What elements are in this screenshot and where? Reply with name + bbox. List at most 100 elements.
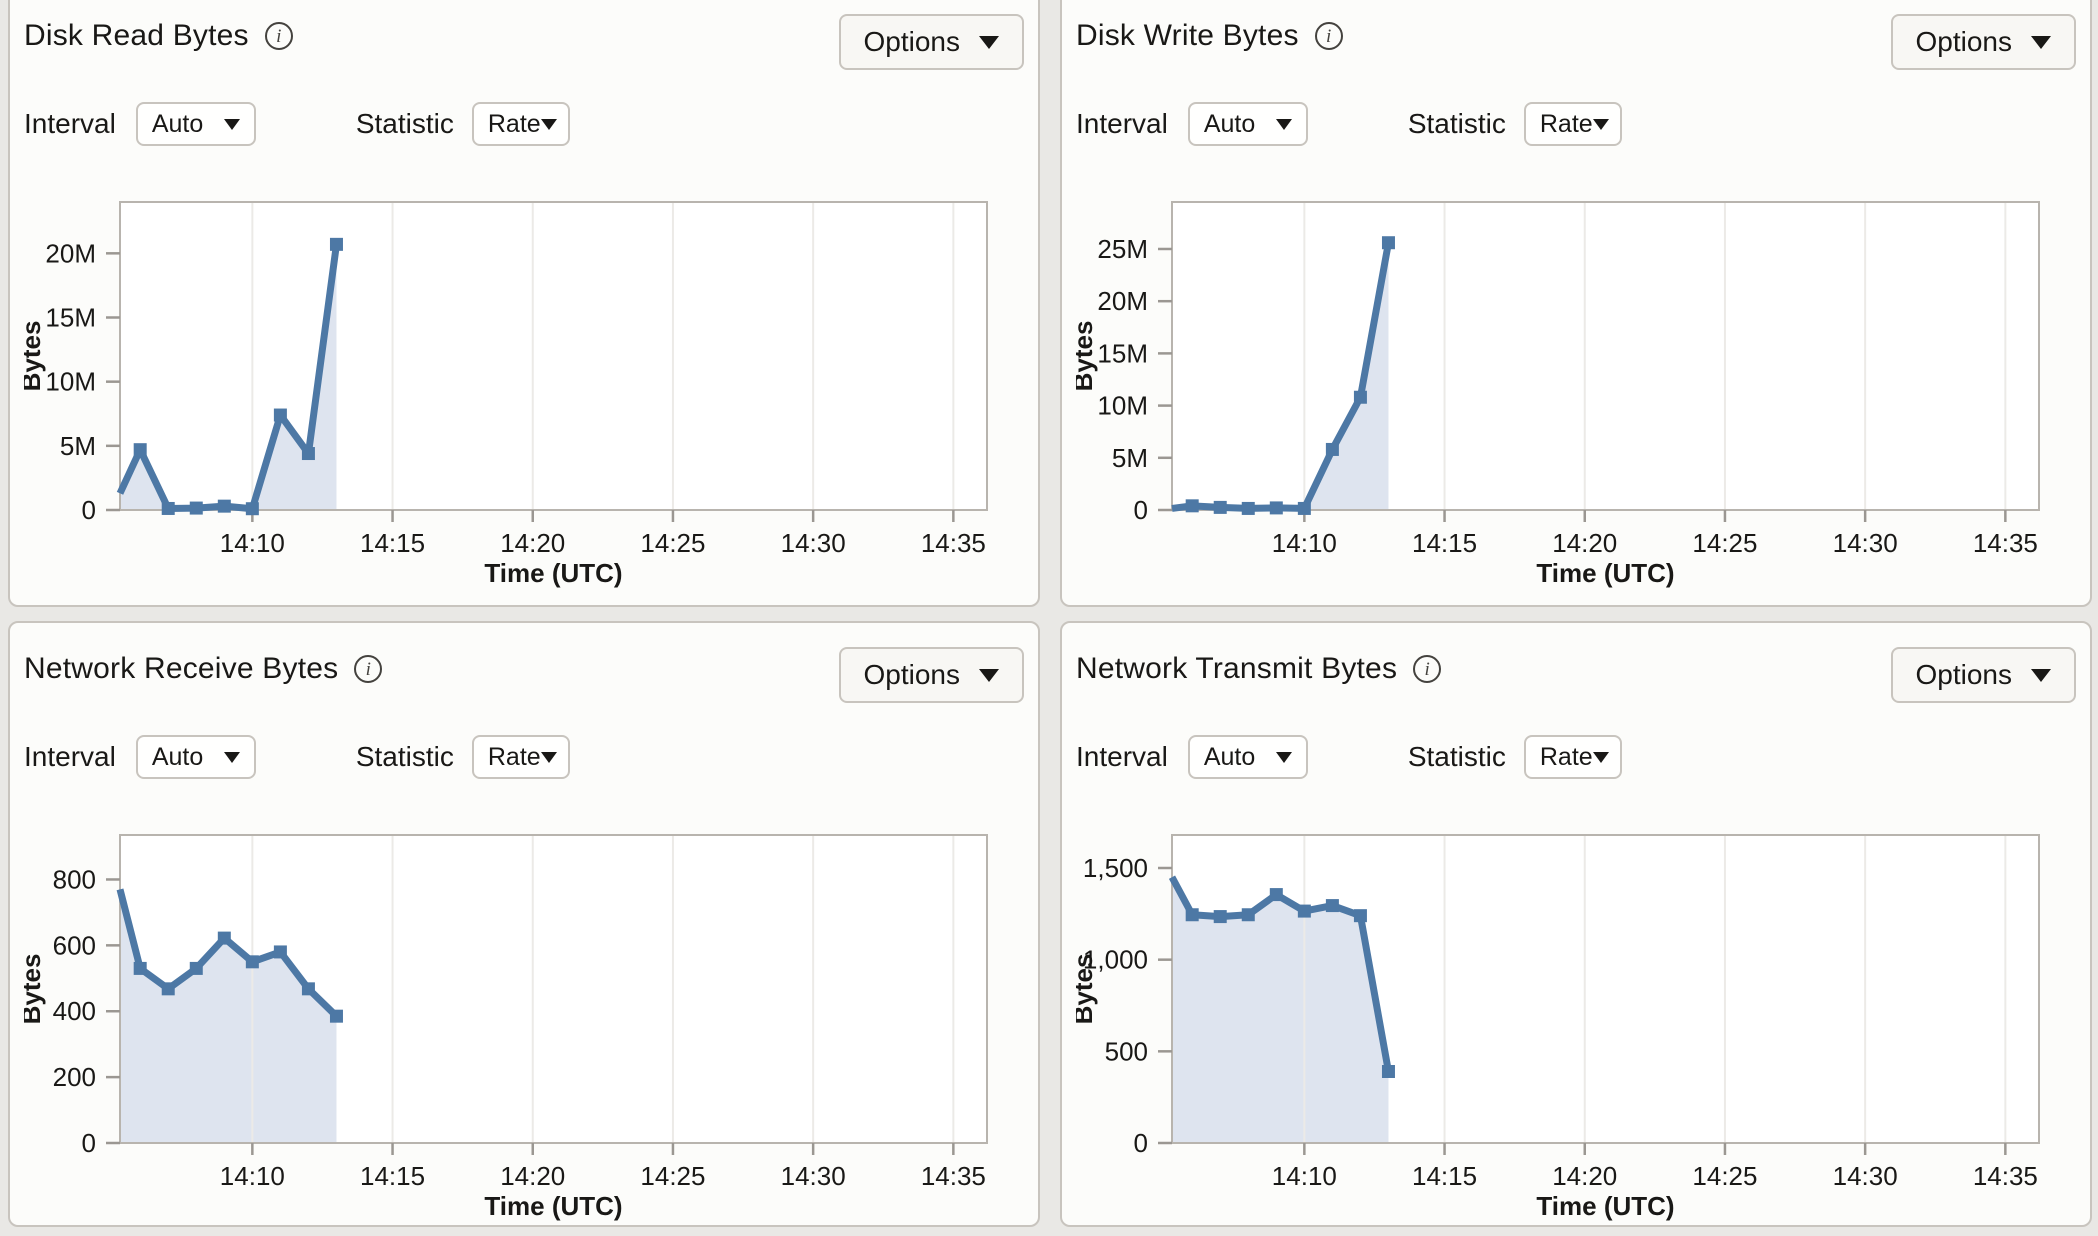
info-icon-glyph: i	[365, 658, 371, 680]
interval-value: Auto	[1203, 742, 1256, 771]
data-point-marker	[1353, 390, 1367, 404]
interval-label: Interval	[24, 108, 116, 139]
caret-down-icon	[2031, 668, 2051, 682]
plot-frame	[1171, 201, 2040, 511]
plot-background	[120, 202, 987, 510]
interval-dropdown[interactable]: Auto	[1187, 735, 1308, 779]
options-button[interactable]: Options	[838, 14, 1024, 70]
y-tick-label: 5M	[60, 431, 96, 461]
statistic-dropdown[interactable]: Rate	[1523, 735, 1622, 779]
disk-write-bytes-chart[interactable]: 0 5M 10M 15M 20M 25M 14:10 14:15 14:20 14:25 14:30…	[1076, 162, 2076, 592]
network-receive-bytes-chart[interactable]: 0 200 400 600 800 14:10 14:15 14:20 14:25 14:30 14…	[24, 795, 1024, 1225]
statistic-label: Statistic	[1407, 741, 1506, 772]
x-tick-label: 14:10	[220, 1161, 285, 1191]
options-button-label: Options	[1915, 659, 2013, 690]
caret-down-icon	[223, 118, 240, 130]
metrics-dashboard: Disk Read Bytes i Options Interval Auto …	[8, 0, 2092, 1227]
y-tick-label: 400	[53, 996, 96, 1026]
data-point-marker	[189, 961, 203, 975]
chart-controls: Interval Auto Statistic Rate	[24, 102, 1024, 146]
y-tick-label: 600	[53, 930, 96, 960]
info-icon-glyph: i	[1326, 25, 1332, 47]
data-point-marker	[245, 955, 259, 969]
data-point-marker	[301, 447, 315, 461]
x-tick-label: 14:35	[921, 528, 986, 558]
options-button-label: Options	[863, 26, 961, 57]
statistic-label: Statistic	[355, 741, 454, 772]
caret-down-icon	[223, 751, 240, 763]
interval-value: Auto	[151, 109, 204, 138]
x-tick-label: 14:30	[1833, 1161, 1898, 1191]
options-button[interactable]: Options	[1890, 14, 2076, 70]
caret-down-icon	[979, 35, 999, 49]
x-tick-label: 14:10	[1272, 528, 1337, 558]
data-point-marker	[1213, 500, 1227, 514]
x-tick-label: 14:20	[500, 528, 565, 558]
info-icon[interactable]: i	[1413, 655, 1442, 683]
x-tick-label: 14:35	[1973, 528, 2038, 558]
x-tick-label: 14:35	[921, 1161, 986, 1191]
statistic-dropdown[interactable]: Rate	[1523, 102, 1622, 146]
interval-dropdown[interactable]: Auto	[135, 735, 256, 779]
statistic-label: Statistic	[355, 108, 454, 139]
interval-label: Interval	[1076, 741, 1168, 772]
data-point-marker	[329, 237, 343, 251]
interval-label: Interval	[1076, 108, 1168, 139]
data-point-marker	[189, 501, 203, 515]
x-tick-label: 14:25	[640, 528, 705, 558]
x-tick-label: 14:15	[360, 528, 425, 558]
y-tick-label: 15M	[45, 303, 96, 333]
x-tick-label: 14:25	[1692, 528, 1757, 558]
x-tick-label: 14:25	[640, 1161, 705, 1191]
panel-title: Disk Write Bytes	[1076, 19, 1299, 52]
options-button-label: Options	[863, 659, 961, 690]
interval-value: Auto	[1203, 109, 1256, 138]
data-point-marker	[217, 499, 231, 513]
metric-panel-network-receive-bytes: Network Receive Bytes i Options Interval…	[8, 621, 1040, 1227]
y-tick-label: 0	[1134, 495, 1148, 525]
interval-dropdown[interactable]: Auto	[1187, 102, 1308, 146]
y-tick-label: 200	[53, 1062, 96, 1092]
metric-panel-disk-write-bytes: Disk Write Bytes i Options Interval Auto…	[1060, 0, 2092, 607]
panel-title: Network Transmit Bytes	[1076, 652, 1398, 685]
data-point-marker	[1213, 910, 1227, 924]
data-point-marker	[245, 502, 259, 516]
x-tick-label: 14:20	[1552, 528, 1617, 558]
interval-value: Auto	[151, 742, 204, 771]
panel-header: Disk Write Bytes i Options	[1076, 14, 2076, 70]
options-button[interactable]: Options	[1890, 647, 2076, 703]
chart-controls: Interval Auto Statistic Rate	[24, 735, 1024, 779]
network-transmit-bytes-chart[interactable]: 0 500 1,000 1,500 14:10 14:15 14:20 14:25 14:30 1…	[1076, 795, 2076, 1225]
y-axis-label: Bytes	[1076, 321, 1098, 392]
options-button[interactable]: Options	[838, 647, 1024, 703]
metric-panel-disk-read-bytes: Disk Read Bytes i Options Interval Auto …	[8, 0, 1040, 607]
statistic-dropdown[interactable]: Rate	[471, 735, 570, 779]
x-tick-label: 14:25	[1692, 1161, 1757, 1191]
panel-title-wrap: Disk Write Bytes i	[1076, 14, 1343, 58]
caret-down-icon	[2031, 35, 2051, 49]
info-icon[interactable]: i	[264, 22, 293, 50]
statistic-dropdown[interactable]: Rate	[471, 102, 570, 146]
data-point-marker	[1269, 888, 1283, 902]
x-tick-label: 14:10	[220, 528, 285, 558]
disk-read-bytes-chart[interactable]: 0 5M 10M 15M 20M 14:10 14:15 14:20 14:25 14:30 14:…	[24, 162, 1024, 592]
panel-header: Network Transmit Bytes i Options	[1076, 647, 2076, 703]
x-axis-label: Time (UTC)	[1536, 1191, 1674, 1221]
panel-header: Network Receive Bytes i Options	[24, 647, 1024, 703]
x-tick-label: 14:35	[1973, 1161, 2038, 1191]
x-tick-label: 14:30	[781, 528, 846, 558]
info-icon[interactable]: i	[1314, 22, 1343, 50]
x-axis-label: Time (UTC)	[484, 1191, 622, 1221]
interval-dropdown[interactable]: Auto	[135, 102, 256, 146]
plot-frame	[119, 201, 988, 511]
interval-label: Interval	[24, 741, 116, 772]
y-axis-label: Bytes	[1076, 954, 1098, 1025]
data-point-marker	[1269, 501, 1283, 515]
y-tick-label: 1,000	[1083, 945, 1148, 975]
x-tick-label: 14:15	[1412, 1161, 1477, 1191]
info-icon[interactable]: i	[354, 655, 383, 683]
panel-title: Disk Read Bytes	[24, 19, 249, 52]
y-axis-label: Bytes	[24, 321, 46, 392]
statistic-value: Rate	[1539, 109, 1593, 138]
caret-down-icon	[1275, 118, 1292, 130]
